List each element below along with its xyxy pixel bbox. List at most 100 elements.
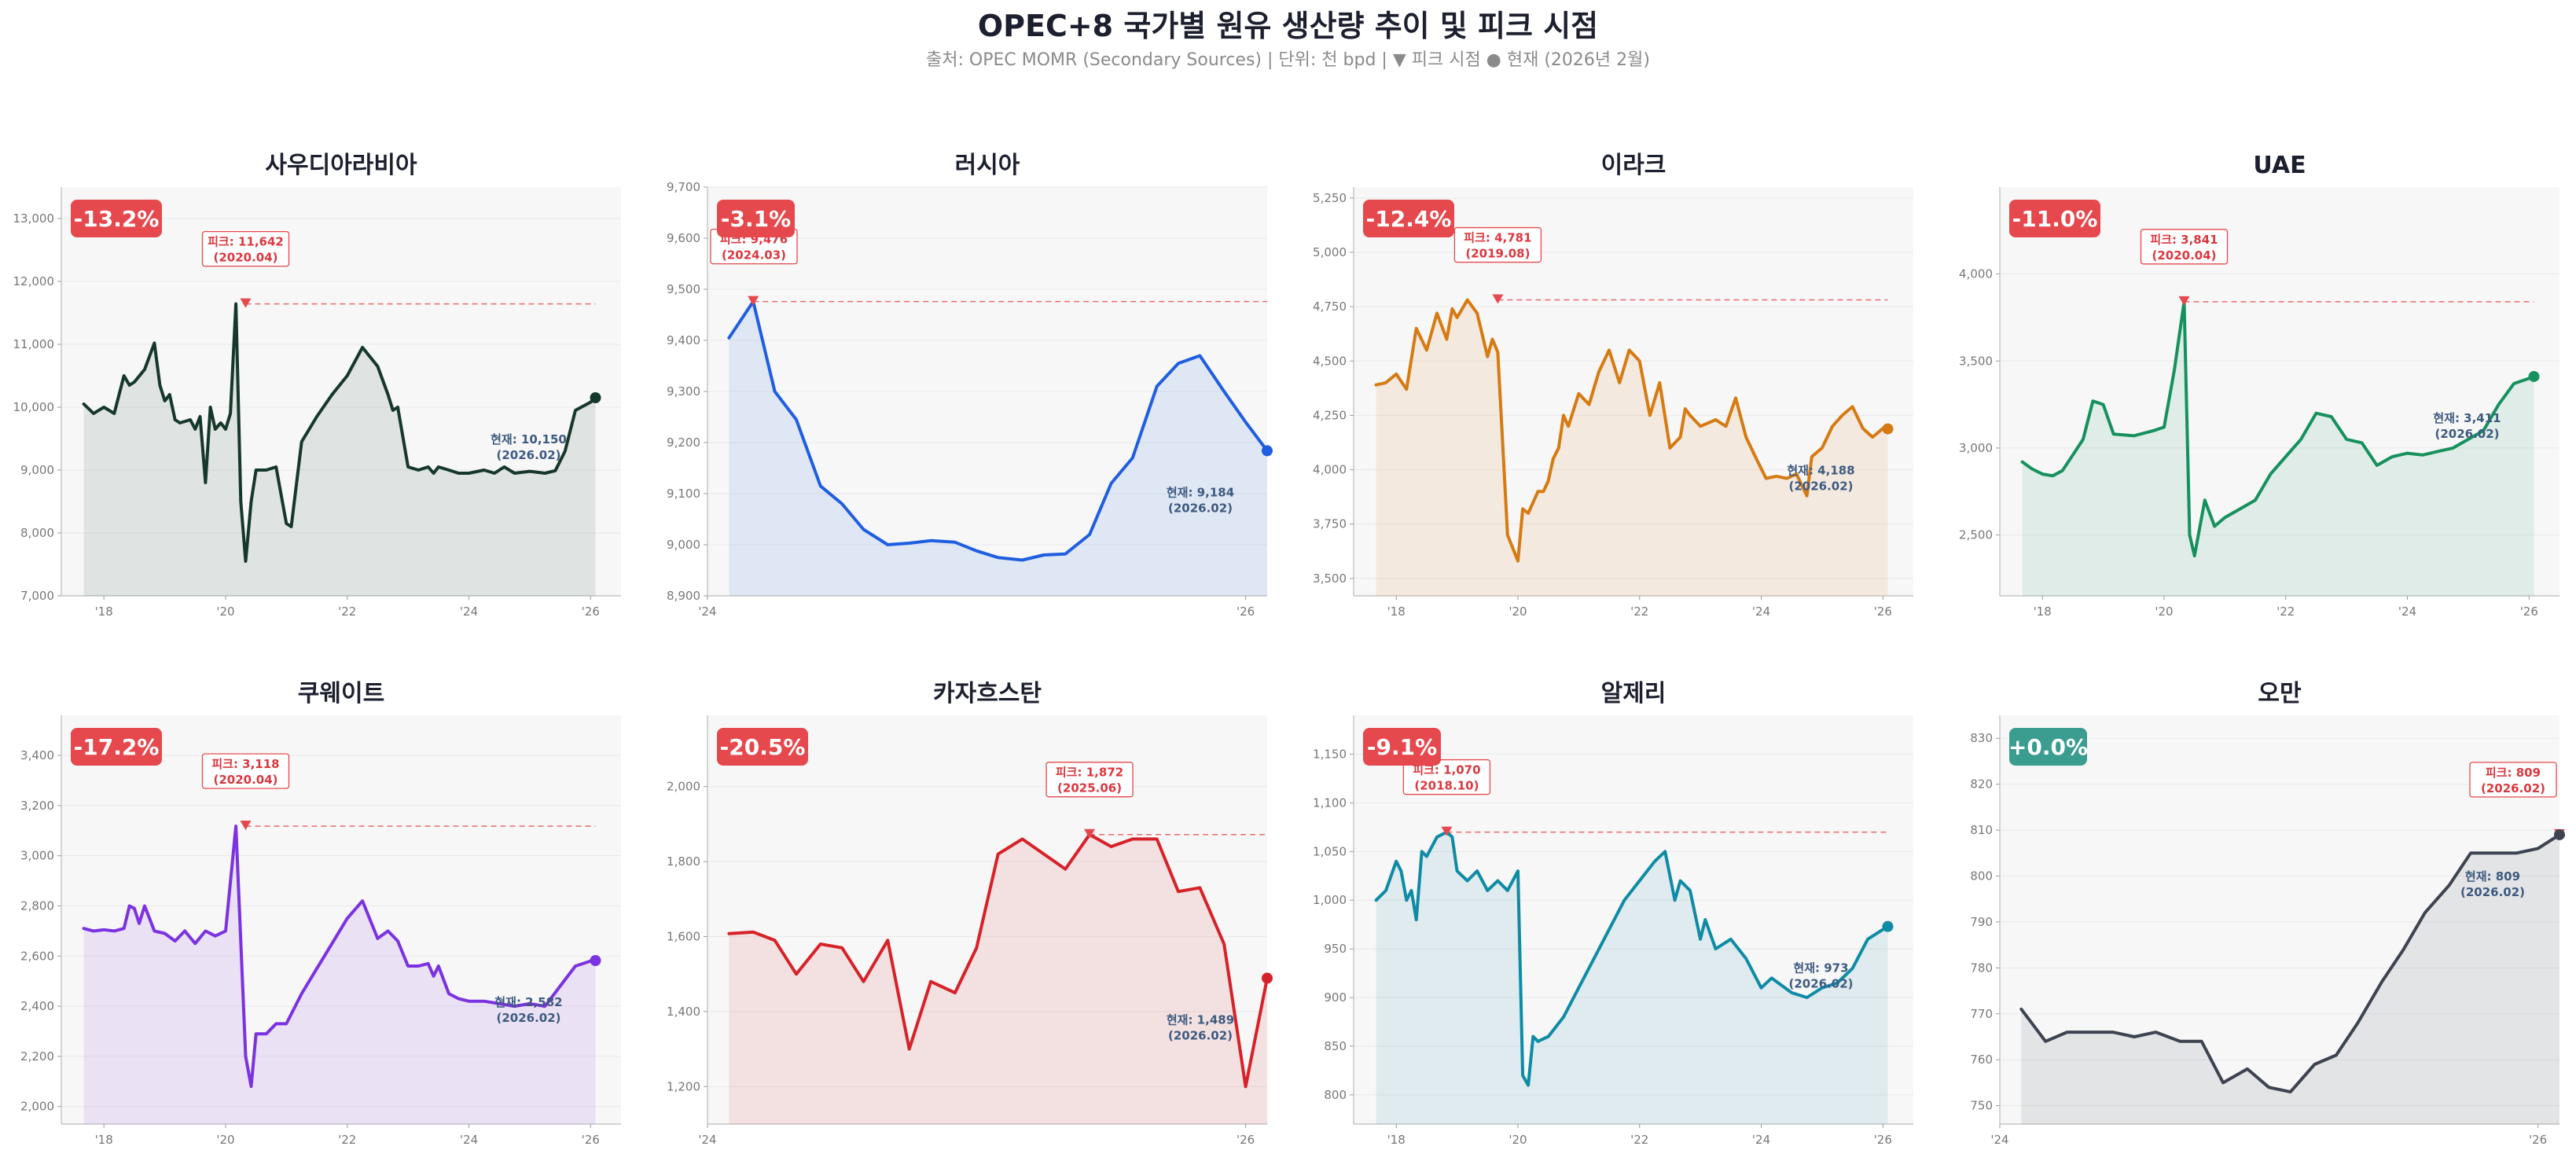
panel-1: 7,000 8,000 9,000 10,000 11,000 12,000 13,000 '… xyxy=(13,152,621,619)
change-badge xyxy=(2009,200,2100,237)
x-tick-label: '20 xyxy=(1508,1133,1527,1147)
change-badge xyxy=(1363,200,1454,237)
y-tick-label: 7,000 xyxy=(20,589,54,603)
change-badge xyxy=(2009,728,2087,766)
peak-annotation-date: (2024.03) xyxy=(722,248,786,263)
panel-title: 카자흐스탄 xyxy=(933,680,1042,707)
y-tick-label: 4,000 xyxy=(1313,463,1347,477)
x-tick-label: '24 xyxy=(1990,1133,2008,1147)
current-annotation-label: 현재: 4,188 xyxy=(1787,464,1854,478)
current-annotation-label: 현재: 809 xyxy=(2465,869,2520,884)
x-tick-label: '24 xyxy=(1752,604,1770,619)
chart-title: OPEC+8 국가별 원유 생산량 추이 및 피크 시점 xyxy=(977,9,1599,43)
x-tick-label: '24 xyxy=(460,1133,478,1147)
x-tick-label: '20 xyxy=(216,604,234,619)
x-tick-label: '18 xyxy=(95,604,113,619)
change-badge-label: -9.1% xyxy=(1367,734,1437,760)
plot-background xyxy=(2000,187,2559,596)
x-tick-label: '24 xyxy=(698,1133,716,1147)
series-area xyxy=(2022,301,2534,596)
y-tick-label: 3,400 xyxy=(20,748,54,762)
y-tick-label: 2,200 xyxy=(20,1049,54,1064)
y-tick-label: 12,000 xyxy=(13,274,55,288)
peak-annotation-label: 피크: 3,118 xyxy=(211,757,279,771)
y-tick-label: 900 xyxy=(1324,990,1347,1005)
series-line xyxy=(1374,830,1890,1087)
plot-background xyxy=(2000,715,2559,1124)
x-tick-label: '24 xyxy=(698,604,716,619)
series-line xyxy=(727,299,1269,562)
peak-marker xyxy=(240,298,252,308)
x-tick-label: '26 xyxy=(1874,604,1892,619)
x-tick-label: '26 xyxy=(1237,1133,1255,1147)
series-line xyxy=(2020,299,2536,558)
y-tick-label: 8,000 xyxy=(20,526,54,540)
y-tick-label: 830 xyxy=(1970,731,1993,745)
peak-annotation-date: (2026.02) xyxy=(2481,781,2545,795)
x-tick-label: '26 xyxy=(2520,604,2538,619)
y-tick-label: 3,750 xyxy=(1313,517,1347,531)
series-area xyxy=(1376,299,1888,596)
panel-title: 알제리 xyxy=(1601,680,1666,707)
y-tick-label: 5,000 xyxy=(1313,245,1347,259)
current-marker xyxy=(2528,370,2540,382)
y-tick-label: 1,000 xyxy=(1313,893,1347,907)
x-tick-label: '22 xyxy=(338,1133,356,1147)
y-tick-label: 9,700 xyxy=(667,180,700,194)
current-annotation-label: 현재: 3,411 xyxy=(2433,411,2501,425)
y-tick-label: 2,500 xyxy=(1959,528,1993,542)
peak-annotation-date: (2020.04) xyxy=(213,773,277,787)
y-tick-label: 8,900 xyxy=(667,589,700,603)
y-tick-label: 11,000 xyxy=(13,337,55,351)
x-tick-label: '20 xyxy=(1508,604,1527,619)
current-annotation-date: (2026.02) xyxy=(496,1011,560,1025)
change-badge-label: -12.4% xyxy=(1366,206,1452,232)
y-tick-label: 2,600 xyxy=(20,949,54,963)
current-marker xyxy=(1262,445,1273,457)
panel-title: 사우디아라비아 xyxy=(265,152,417,179)
current-annotation-date: (2026.02) xyxy=(2435,427,2499,441)
peak-marker xyxy=(2178,296,2190,306)
current-marker xyxy=(590,955,601,966)
change-badge xyxy=(71,728,162,766)
y-tick-label: 1,400 xyxy=(667,1005,700,1019)
x-tick-label: '18 xyxy=(2034,604,2052,619)
peak-annotation-date: (2018.10) xyxy=(1414,779,1479,793)
change-badge-label: -3.1% xyxy=(721,206,791,232)
y-tick-label: 1,150 xyxy=(1313,748,1347,762)
current-annotation-date: (2026.02) xyxy=(496,448,560,462)
x-tick-label: '18 xyxy=(1387,604,1406,619)
peak-annotation-box xyxy=(201,230,290,267)
peak-marker xyxy=(748,296,759,306)
current-marker xyxy=(1882,423,1894,435)
series-area xyxy=(729,301,1267,596)
current-annotation-label: 현재: 10,150 xyxy=(491,432,567,446)
panel-title: UAE xyxy=(2253,152,2306,179)
y-tick-label: 9,100 xyxy=(667,487,700,501)
y-tick-label: 790 xyxy=(1970,915,1993,929)
peak-annotation-box xyxy=(1453,226,1542,263)
series-line xyxy=(727,832,1269,1089)
x-tick-label: '22 xyxy=(2277,604,2295,619)
peak-annotation-box xyxy=(201,753,290,789)
change-badge-label: -20.5% xyxy=(720,734,806,760)
peak-marker xyxy=(240,821,252,831)
peak-annotation-label: 피크: 809 xyxy=(2486,766,2541,780)
y-tick-label: 10,000 xyxy=(13,400,55,414)
change-badge-label: -11.0% xyxy=(2012,206,2098,232)
change-badge xyxy=(71,200,162,237)
y-tick-label: 1,600 xyxy=(667,929,700,943)
x-tick-label: '22 xyxy=(1630,1133,1648,1147)
current-annotation-date: (2026.02) xyxy=(1788,977,1853,991)
peak-annotation-label: 피크: 11,642 xyxy=(208,235,284,249)
y-tick-label: 1,100 xyxy=(1313,795,1347,810)
x-tick-label: '22 xyxy=(1630,604,1648,619)
panel-6: 1,200 1,400 1,600 1,800 2,000 '24 '26 카자흐스탄피크: … xyxy=(667,680,1273,1147)
current-marker xyxy=(2554,828,2565,840)
peak-annotation-box xyxy=(2469,762,2557,798)
current-annotation-label: 현재: 1,489 xyxy=(1167,1012,1234,1027)
current-annotation-date: (2026.02) xyxy=(2460,885,2525,899)
peak-annotation-label: 피크: 1,872 xyxy=(1056,766,1123,780)
y-tick-label: 4,250 xyxy=(1313,408,1347,422)
